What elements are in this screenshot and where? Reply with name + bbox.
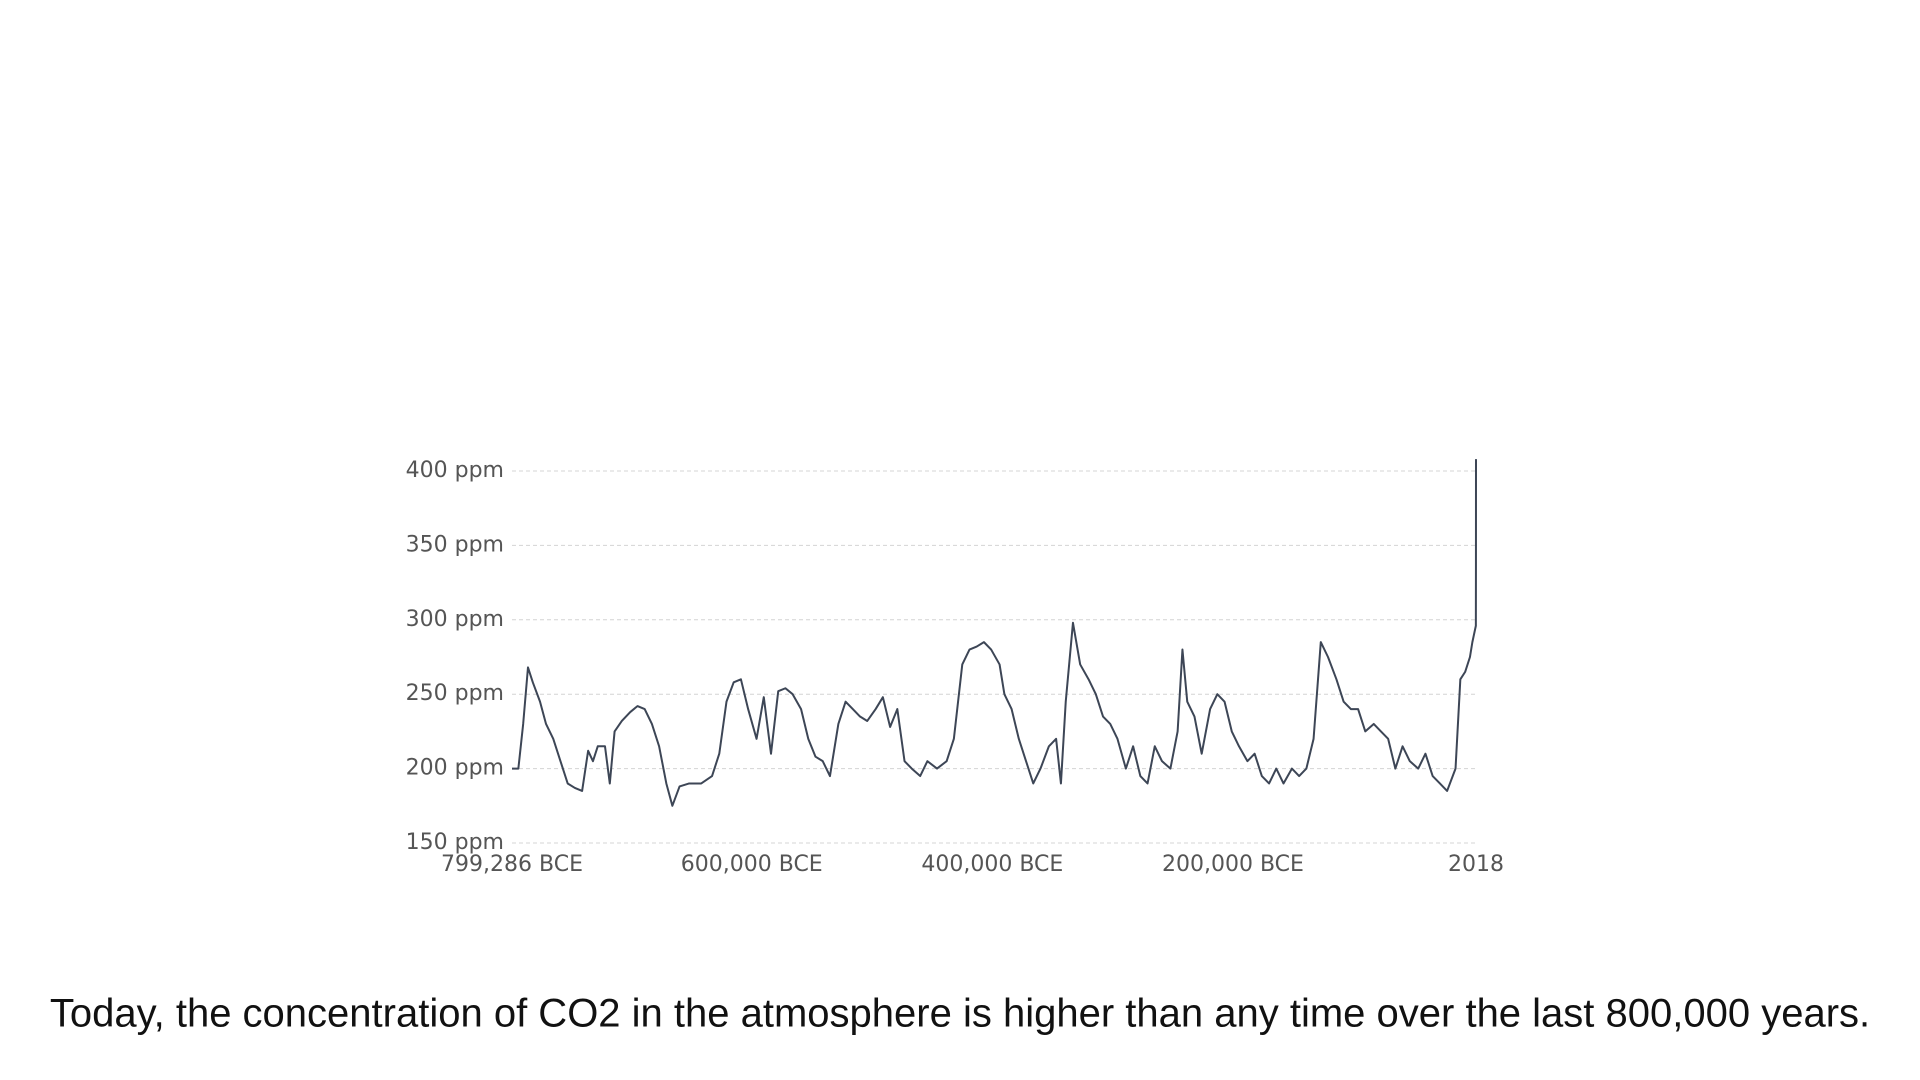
- co2-line: [512, 459, 1477, 807]
- x-tick-label: 400,000 BCE: [921, 852, 1063, 877]
- y-tick-label: 350 ppm: [406, 532, 504, 557]
- x-tick-label: 200,000 BCE: [1162, 852, 1304, 877]
- y-tick-label: 400 ppm: [406, 458, 504, 483]
- y-tick-label: 250 ppm: [406, 681, 504, 706]
- x-tick-label: 799,286 BCE: [441, 852, 583, 877]
- y-tick-label: 150 ppm: [406, 830, 504, 855]
- caption: Today, the concentration of CO2 in the a…: [50, 992, 1870, 1036]
- y-tick-label: 200 ppm: [406, 756, 504, 781]
- x-tick-label: 2018: [1448, 852, 1504, 877]
- y-tick-label: 300 ppm: [406, 607, 504, 632]
- x-tick-label: 600,000 BCE: [681, 852, 823, 877]
